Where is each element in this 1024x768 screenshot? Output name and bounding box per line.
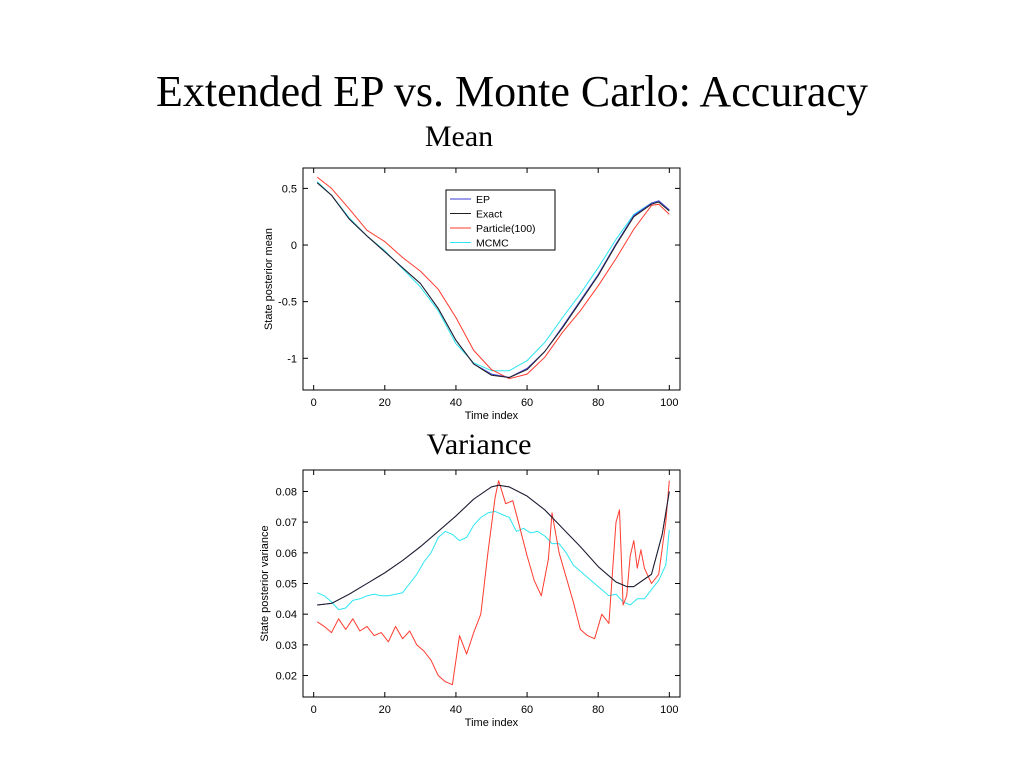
- mean-chart-heading: Mean: [424, 120, 494, 153]
- y-tick-label: 0.08: [276, 486, 297, 498]
- x-tick-label: 60: [521, 704, 533, 716]
- y-tick-label: 0.05: [276, 579, 297, 591]
- series-line-exact: [317, 484, 670, 606]
- series-line-ep: [317, 484, 670, 606]
- y-tick-label: 0.04: [276, 609, 297, 621]
- y-axis-label: State posterior variance: [259, 525, 271, 641]
- series-line-exact: [316, 182, 670, 378]
- plot-frame: [302, 167, 681, 391]
- x-tick-label: 40: [450, 397, 462, 409]
- variance-chart-heading: Variance: [426, 428, 532, 461]
- legend-label: EP: [476, 194, 490, 206]
- x-tick-label: 40: [450, 704, 462, 716]
- legend-label: Exact: [476, 209, 502, 221]
- x-tick-label: 60: [521, 397, 533, 409]
- y-axis-label: State posterior mean: [263, 228, 275, 330]
- mean-chart: 0 20 40 60 80 100 -1 -0.5 0 0.5 Time index State po…: [263, 167, 681, 422]
- x-tick-label: 0: [311, 397, 317, 409]
- legend-label: MCMC: [476, 238, 509, 250]
- y-tick-label: 0.06: [276, 548, 297, 560]
- slide-title: Extended EP vs. Monte Carlo: Accuracy: [156, 67, 868, 116]
- series-line-particle-100: [316, 176, 670, 380]
- series-line-mcmc: [316, 510, 670, 611]
- y-tick-label: 0: [291, 240, 297, 252]
- y-tick-label: -1: [287, 353, 297, 365]
- y-tick-label: 0.5: [282, 183, 297, 195]
- y-tick-label: 0.03: [276, 640, 297, 652]
- legend-box: [445, 189, 556, 251]
- x-tick-label: 100: [660, 397, 678, 409]
- y-tick-label: 0.07: [276, 517, 297, 529]
- x-tick-label: 20: [379, 704, 391, 716]
- y-tick-label: -0.5: [278, 297, 297, 309]
- x-tick-label: 100: [660, 704, 678, 716]
- x-tick-label: 80: [592, 397, 604, 409]
- series-line-particle-100: [316, 480, 670, 686]
- x-tick-label: 0: [311, 704, 317, 716]
- x-tick-label: 80: [592, 704, 604, 716]
- x-axis-label: Time index: [465, 717, 519, 729]
- y-tick-label: 0.02: [276, 671, 297, 683]
- legend-label: Particle(100): [476, 223, 536, 235]
- x-axis-label: Time index: [465, 410, 519, 422]
- variance-chart: 0 20 40 60 80 100 0.02 0.03 0.04 0.05 0.06 0.07 0.08…: [259, 469, 681, 729]
- plot-frame: [302, 469, 681, 698]
- x-tick-label: 20: [379, 397, 391, 409]
